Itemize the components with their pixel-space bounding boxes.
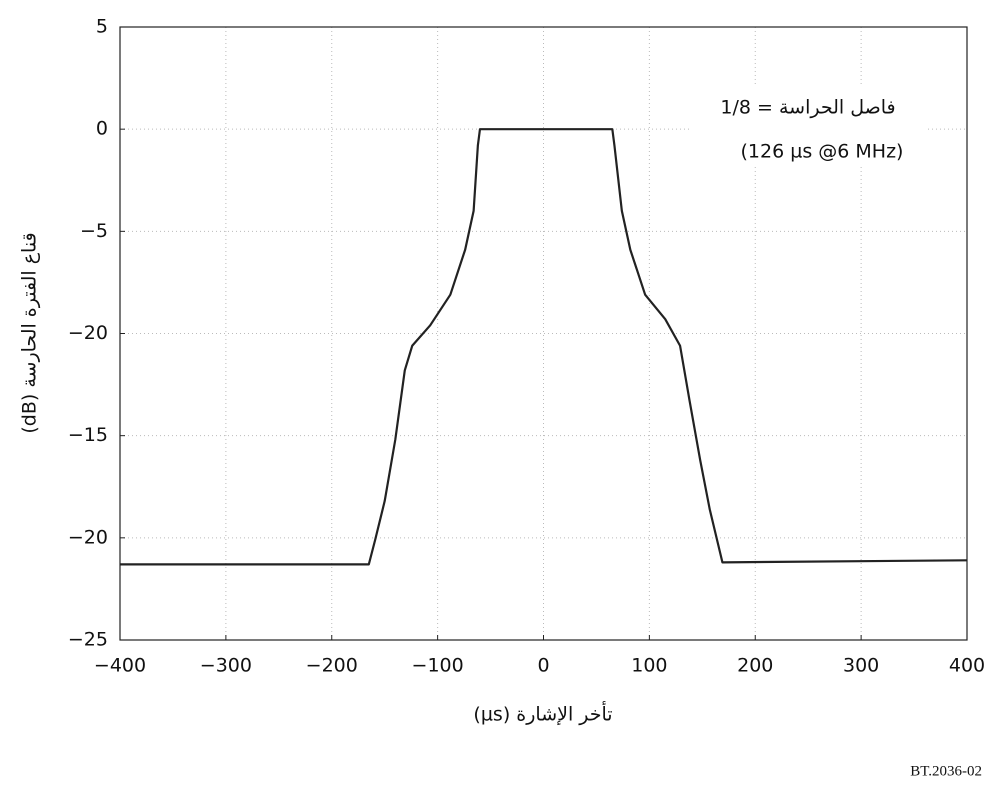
x-tick-label: 400 xyxy=(949,655,985,677)
x-tick-label: −100 xyxy=(412,655,464,677)
data-line xyxy=(120,128,968,566)
annotation-box xyxy=(690,85,925,165)
y-tick-label: −25 xyxy=(68,629,108,651)
y-axis-label: قناع الفترة الحارسة (dB) xyxy=(19,232,41,433)
x-axis-label: تأخر الإشارة (µs) xyxy=(473,701,612,726)
y-tick-label: 0 xyxy=(96,118,108,140)
annotation: فاصل الحراسة = 1/8 xyxy=(720,97,895,119)
x-tick-label: −400 xyxy=(94,655,146,677)
x-tick-label: −300 xyxy=(200,655,252,677)
x-tick-label: 200 xyxy=(737,655,773,677)
footer: BT.2036-02 xyxy=(910,763,982,779)
y-tick-label: −15 xyxy=(68,424,108,446)
x-tick-label: −200 xyxy=(306,655,358,677)
x-tick-label: 0 xyxy=(537,655,549,677)
y-tick-label: −5 xyxy=(80,220,108,242)
x-tick-label: 100 xyxy=(631,655,667,677)
y-tick-label: 5 xyxy=(96,16,108,38)
annotation: (126 µs @6 MHz) xyxy=(741,141,904,163)
x-tick-label: 300 xyxy=(843,655,879,677)
y-tick-label: −20 xyxy=(68,526,108,548)
y-tick-label: −20 xyxy=(68,322,108,344)
